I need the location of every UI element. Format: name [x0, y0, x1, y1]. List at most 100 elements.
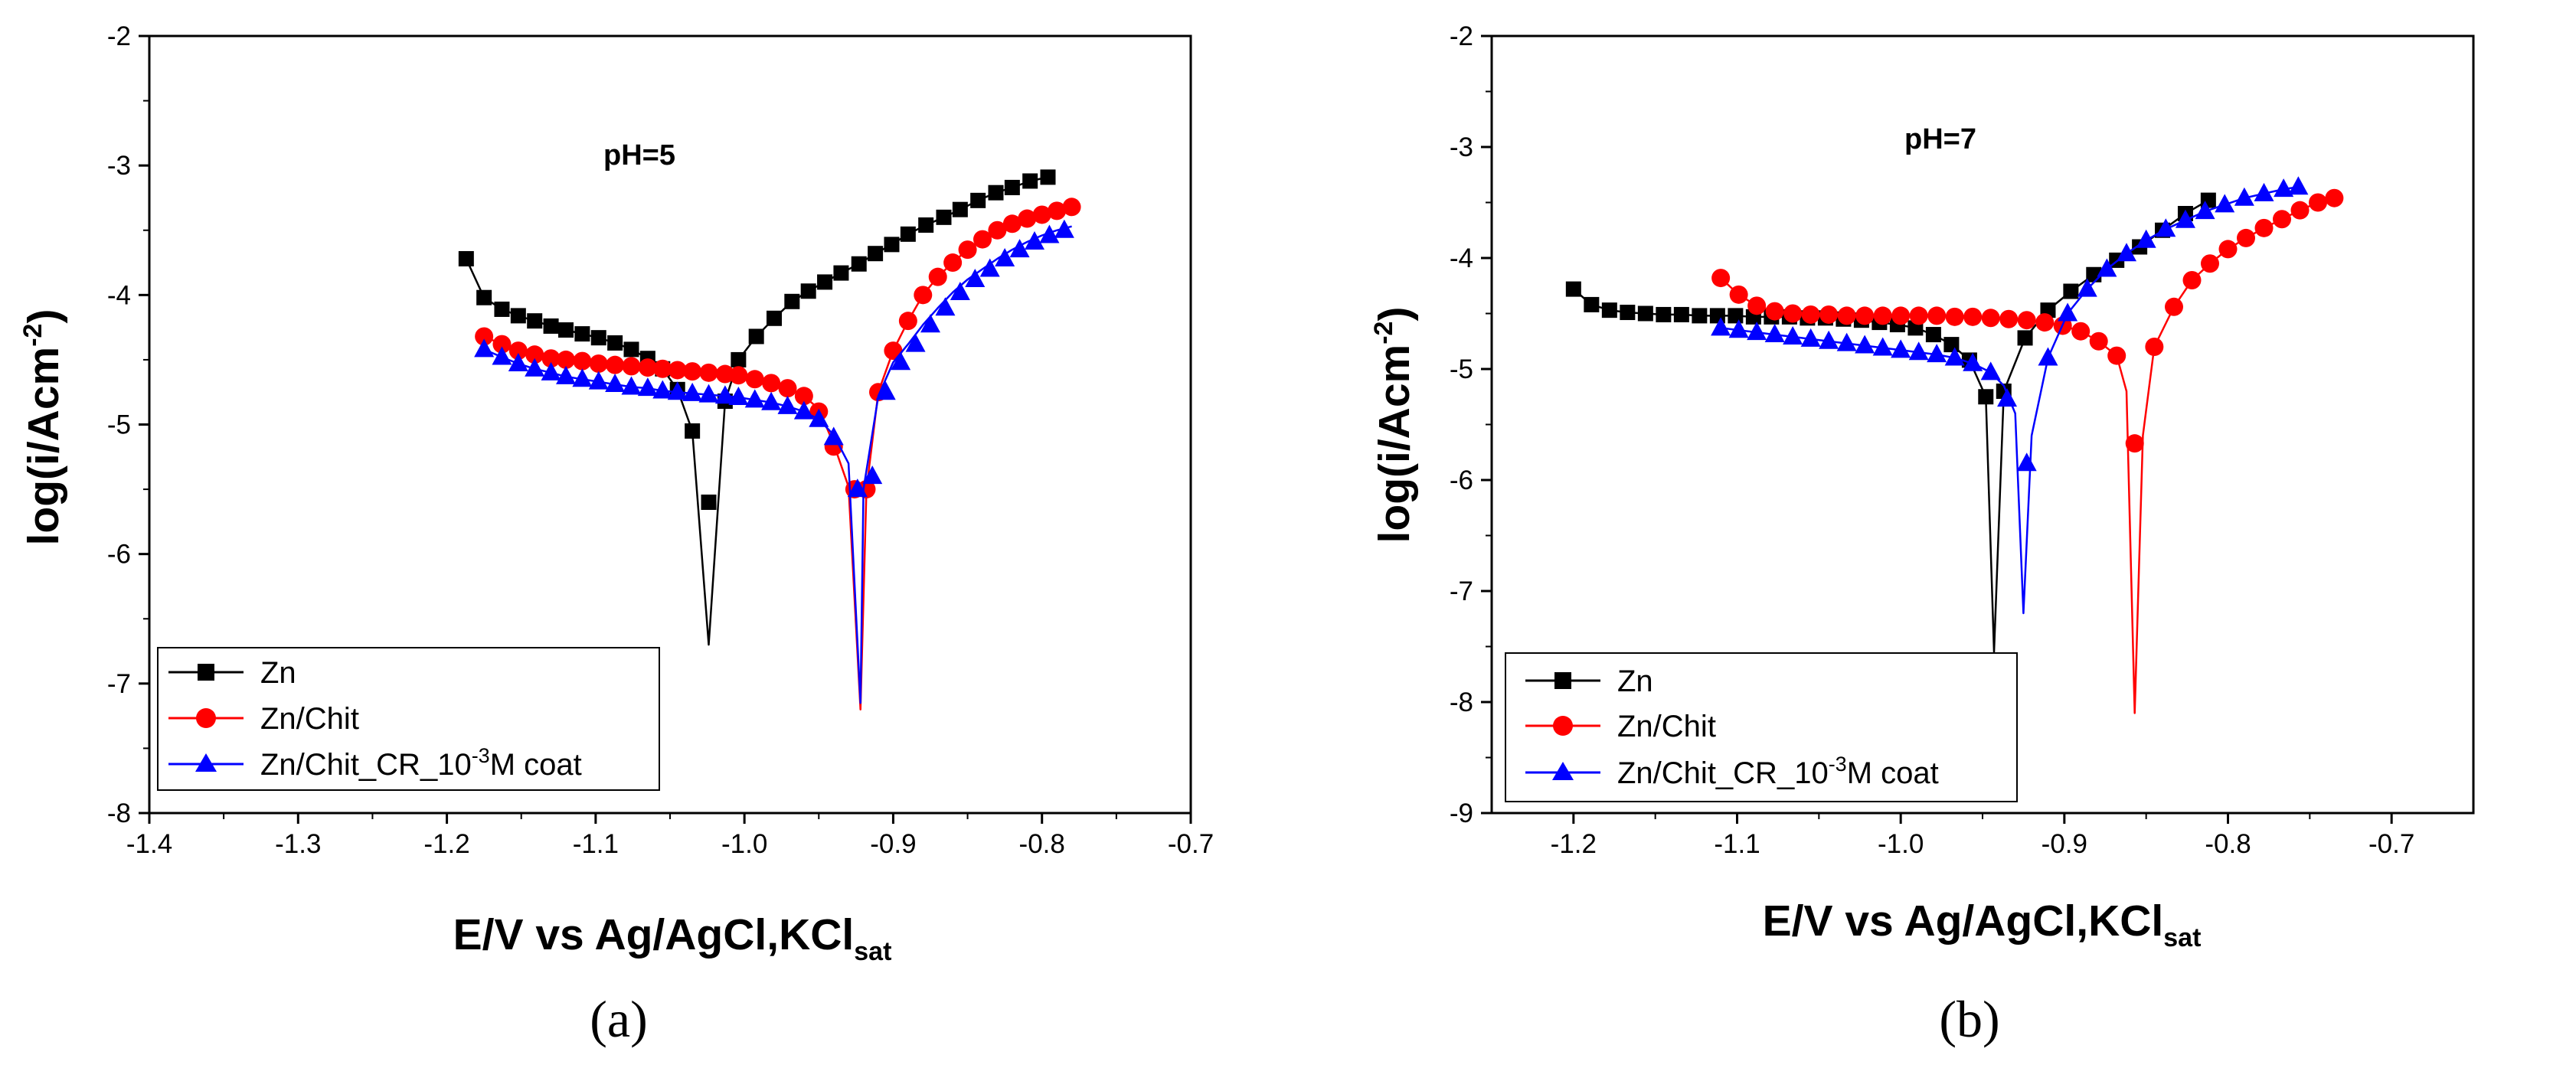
data-point-zn: [494, 301, 510, 317]
data-point-zn-chit-cr: [905, 333, 926, 352]
legend-marker-cr-b: [1552, 762, 1574, 780]
data-point-zn-chit-cr: [588, 371, 609, 390]
series-group-a: [458, 169, 1081, 710]
data-point-zn-chit-cr: [2077, 278, 2097, 297]
data-point-zn-chit: [475, 327, 494, 346]
data-point-zn-chit-cr: [1872, 337, 1893, 356]
data-point-zn-chit-cr: [1855, 335, 1875, 354]
y-tick-label: -5: [1450, 354, 1473, 384]
data-point-zn-chit: [1729, 285, 1748, 304]
data-point-zn-chit: [2035, 313, 2055, 332]
data-point-zn-chit: [988, 220, 1007, 240]
data-point-zn: [1943, 337, 1960, 353]
legend-marker-chit-a: [196, 708, 216, 728]
data-point-zn-chit-cr: [891, 351, 911, 371]
data-point-zn-chit-cr: [2234, 187, 2254, 206]
x-tick-label: -0.8: [2205, 829, 2251, 859]
data-point-zn: [476, 289, 492, 305]
data-point-zn: [1584, 296, 1600, 312]
data-point-zn-chit-cr: [1891, 339, 1911, 358]
data-point-zn-chit: [1945, 307, 1964, 326]
data-point-zn-chit: [2290, 201, 2310, 220]
data-point-zn: [1728, 308, 1744, 324]
data-point-zn-chit: [2071, 322, 2091, 341]
data-point-zn-chit: [1018, 209, 1037, 228]
x-tick-label: -0.9: [870, 829, 916, 859]
data-point-zn-chit: [1048, 201, 1067, 220]
y-tick-label: -9: [1450, 799, 1473, 828]
data-point-zn-chit-cr: [761, 391, 782, 410]
legend-label-chit-b: Zn/Chit: [1617, 710, 1716, 743]
data-point-zn-chit-cr: [1783, 325, 1803, 345]
data-point-zn-chit: [589, 354, 608, 373]
data-point-zn: [918, 217, 934, 233]
data-point-zn-chit-cr: [1009, 239, 1030, 258]
legend-b: Zn Zn/Chit Zn/Chit_CR_10-3M coat: [1505, 652, 2018, 802]
data-point-zn: [1601, 302, 1617, 318]
data-point-zn: [1040, 169, 1056, 185]
data-point-zn-chit: [729, 366, 748, 385]
y-tick-label: -4: [107, 280, 131, 310]
data-point-zn-chit: [638, 358, 657, 377]
data-point-zn-chit-cr: [823, 426, 844, 446]
data-point-zn: [1978, 389, 1994, 405]
data-point-zn: [458, 250, 474, 266]
data-point-zn-chit-cr: [935, 297, 956, 316]
y-tick-label: -2: [1450, 21, 1473, 51]
data-point-zn-chit-cr: [2097, 258, 2117, 277]
y-tick-label: -3: [107, 151, 131, 181]
data-point-zn: [936, 209, 952, 225]
legend-marker-cr-a: [195, 753, 217, 772]
data-point-zn-chit-cr: [2254, 182, 2274, 201]
data-point-zn: [2017, 330, 2033, 346]
data-point-zn: [685, 423, 701, 439]
data-point-zn: [784, 293, 800, 309]
data-point-zn-chit: [2254, 218, 2274, 237]
legend-label-cr-b: Zn/Chit_CR_10-3M coat: [1617, 753, 1939, 790]
data-point-zn-chit: [715, 364, 734, 384]
data-point-zn-chit: [2017, 311, 2036, 330]
caption-a: (a): [590, 990, 647, 1048]
data-point-zn-chit: [762, 374, 781, 393]
data-point-zn-chit: [1927, 306, 1947, 325]
data-point-zn-chit: [508, 341, 528, 361]
x-axis-label-b: E/V vs Ag/AgCl,KClsat: [1763, 897, 2202, 952]
axis-ticks-b: -1.2 -1.1 -1.0 -0.9 -0.8 -0.7 -9 -8 -7 -6 -5 -4 -3 -2: [1450, 21, 2414, 859]
data-point-zn: [884, 237, 900, 253]
data-point-zn-chit: [1747, 296, 1767, 315]
data-point-zn-chit: [2237, 228, 2256, 247]
x-tick-label: -1.4: [126, 829, 172, 859]
annotation-ph5: pH=5: [603, 139, 675, 171]
x-tick-label: -0.9: [2042, 829, 2087, 859]
legend-label-zn-a: Zn: [260, 656, 296, 690]
data-point-zn: [2063, 283, 2079, 299]
y-tick-label: -7: [107, 669, 131, 699]
data-point-zn-chit: [1873, 306, 1892, 325]
x-tick-label: -0.7: [1168, 829, 1214, 859]
data-point-zn-chit-cr: [508, 352, 528, 371]
data-point-zn: [868, 246, 884, 262]
data-point-zn: [1656, 306, 1672, 322]
legend-label-chit-a: Zn/Chit: [260, 702, 359, 736]
data-point-zn-chit-cr: [1800, 328, 1821, 347]
data-point-zn-chit-cr: [652, 380, 673, 399]
data-point-zn-chit-cr: [809, 408, 829, 427]
y-tick-label: -3: [1450, 132, 1473, 162]
data-point-zn-chit: [2125, 434, 2144, 453]
data-point-zn-chit: [2325, 188, 2344, 207]
data-point-zn-chit-cr: [1025, 230, 1044, 250]
data-point-zn: [1692, 308, 1708, 324]
y-axis-label-b: log(i/Acm-2): [1369, 307, 1419, 544]
data-point-zn-chit-cr: [2117, 243, 2137, 262]
data-point-zn-chit-cr: [862, 465, 883, 485]
y-tick-label: -5: [107, 410, 131, 440]
y-tick-label: -4: [1450, 243, 1473, 273]
x-tick-label: -0.8: [1019, 829, 1065, 859]
data-point-zn-chit-cr: [2195, 201, 2215, 220]
y-axis-label-a: log(i/Acm-2): [18, 309, 68, 546]
data-point-zn-chit-cr: [1997, 388, 2018, 407]
data-point-zn-chit-cr: [744, 389, 765, 408]
axis-ticks-a: -1.4 -1.3 -1.2 -1.1 -1.0 -0.9 -0.8 -0.7 -8 -7 -6 -5…: [107, 21, 1214, 859]
x-axis-label-a: E/V vs Ag/AgCl,KClsat: [453, 910, 892, 966]
